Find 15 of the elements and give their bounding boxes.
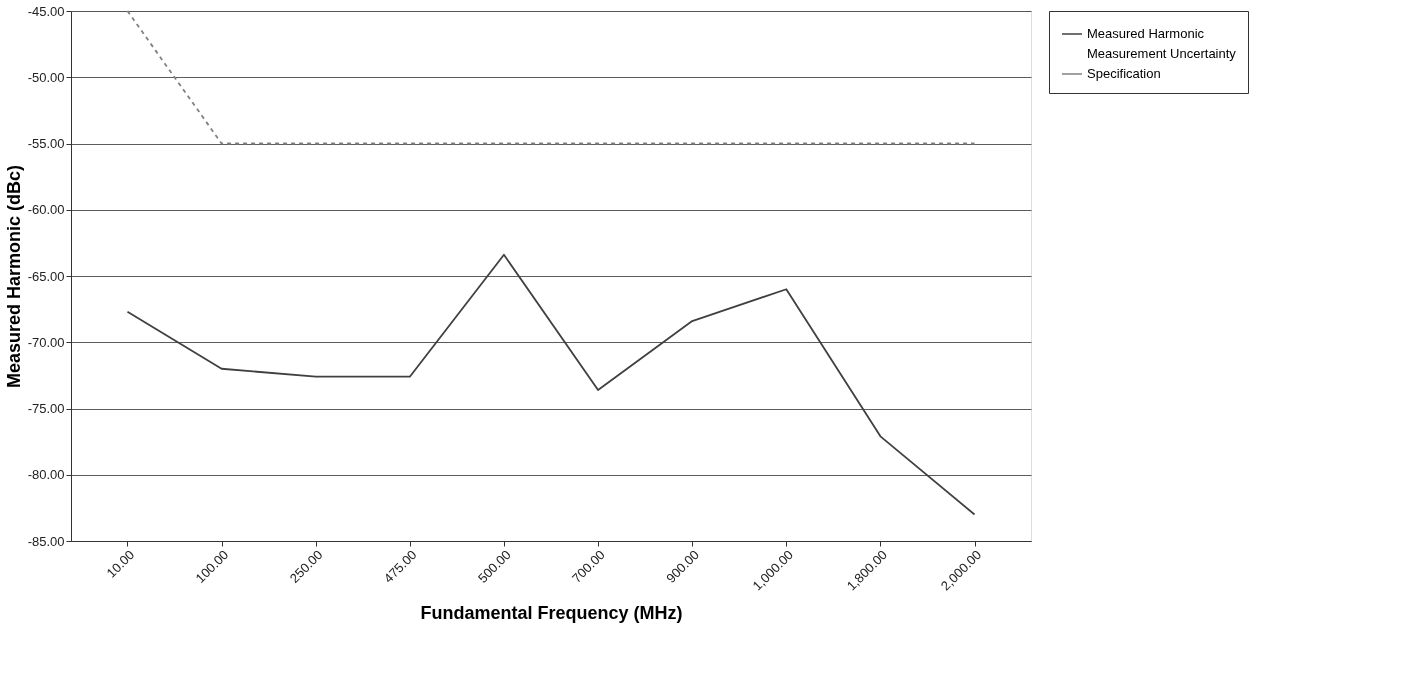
y-tick-label: -50.00 bbox=[27, 69, 65, 85]
y-tick-label: -70.00 bbox=[27, 334, 65, 350]
y-tick-label: -80.00 bbox=[27, 467, 65, 483]
x-axis-title: Fundamental Frequency (MHz) bbox=[420, 603, 683, 624]
y-tick-label: -85.00 bbox=[27, 533, 65, 549]
y-tick-label: -75.00 bbox=[27, 401, 65, 416]
legend-label: Specification bbox=[1087, 66, 1161, 81]
y-tick-label: -55.00 bbox=[27, 136, 65, 151]
text: Measurement Uncertainty bbox=[1087, 46, 1237, 61]
y-tick-label: -45.00 bbox=[27, 3, 65, 19]
line-series bbox=[126, 253, 976, 516]
y-tick-label: -65.00 bbox=[27, 268, 65, 284]
y-tick-label: -60.00 bbox=[27, 202, 65, 218]
legend-label: Measured Harmonic bbox=[1087, 26, 1205, 41]
y-axis-title: Measured Harmonic (dBc) bbox=[3, 164, 24, 389]
